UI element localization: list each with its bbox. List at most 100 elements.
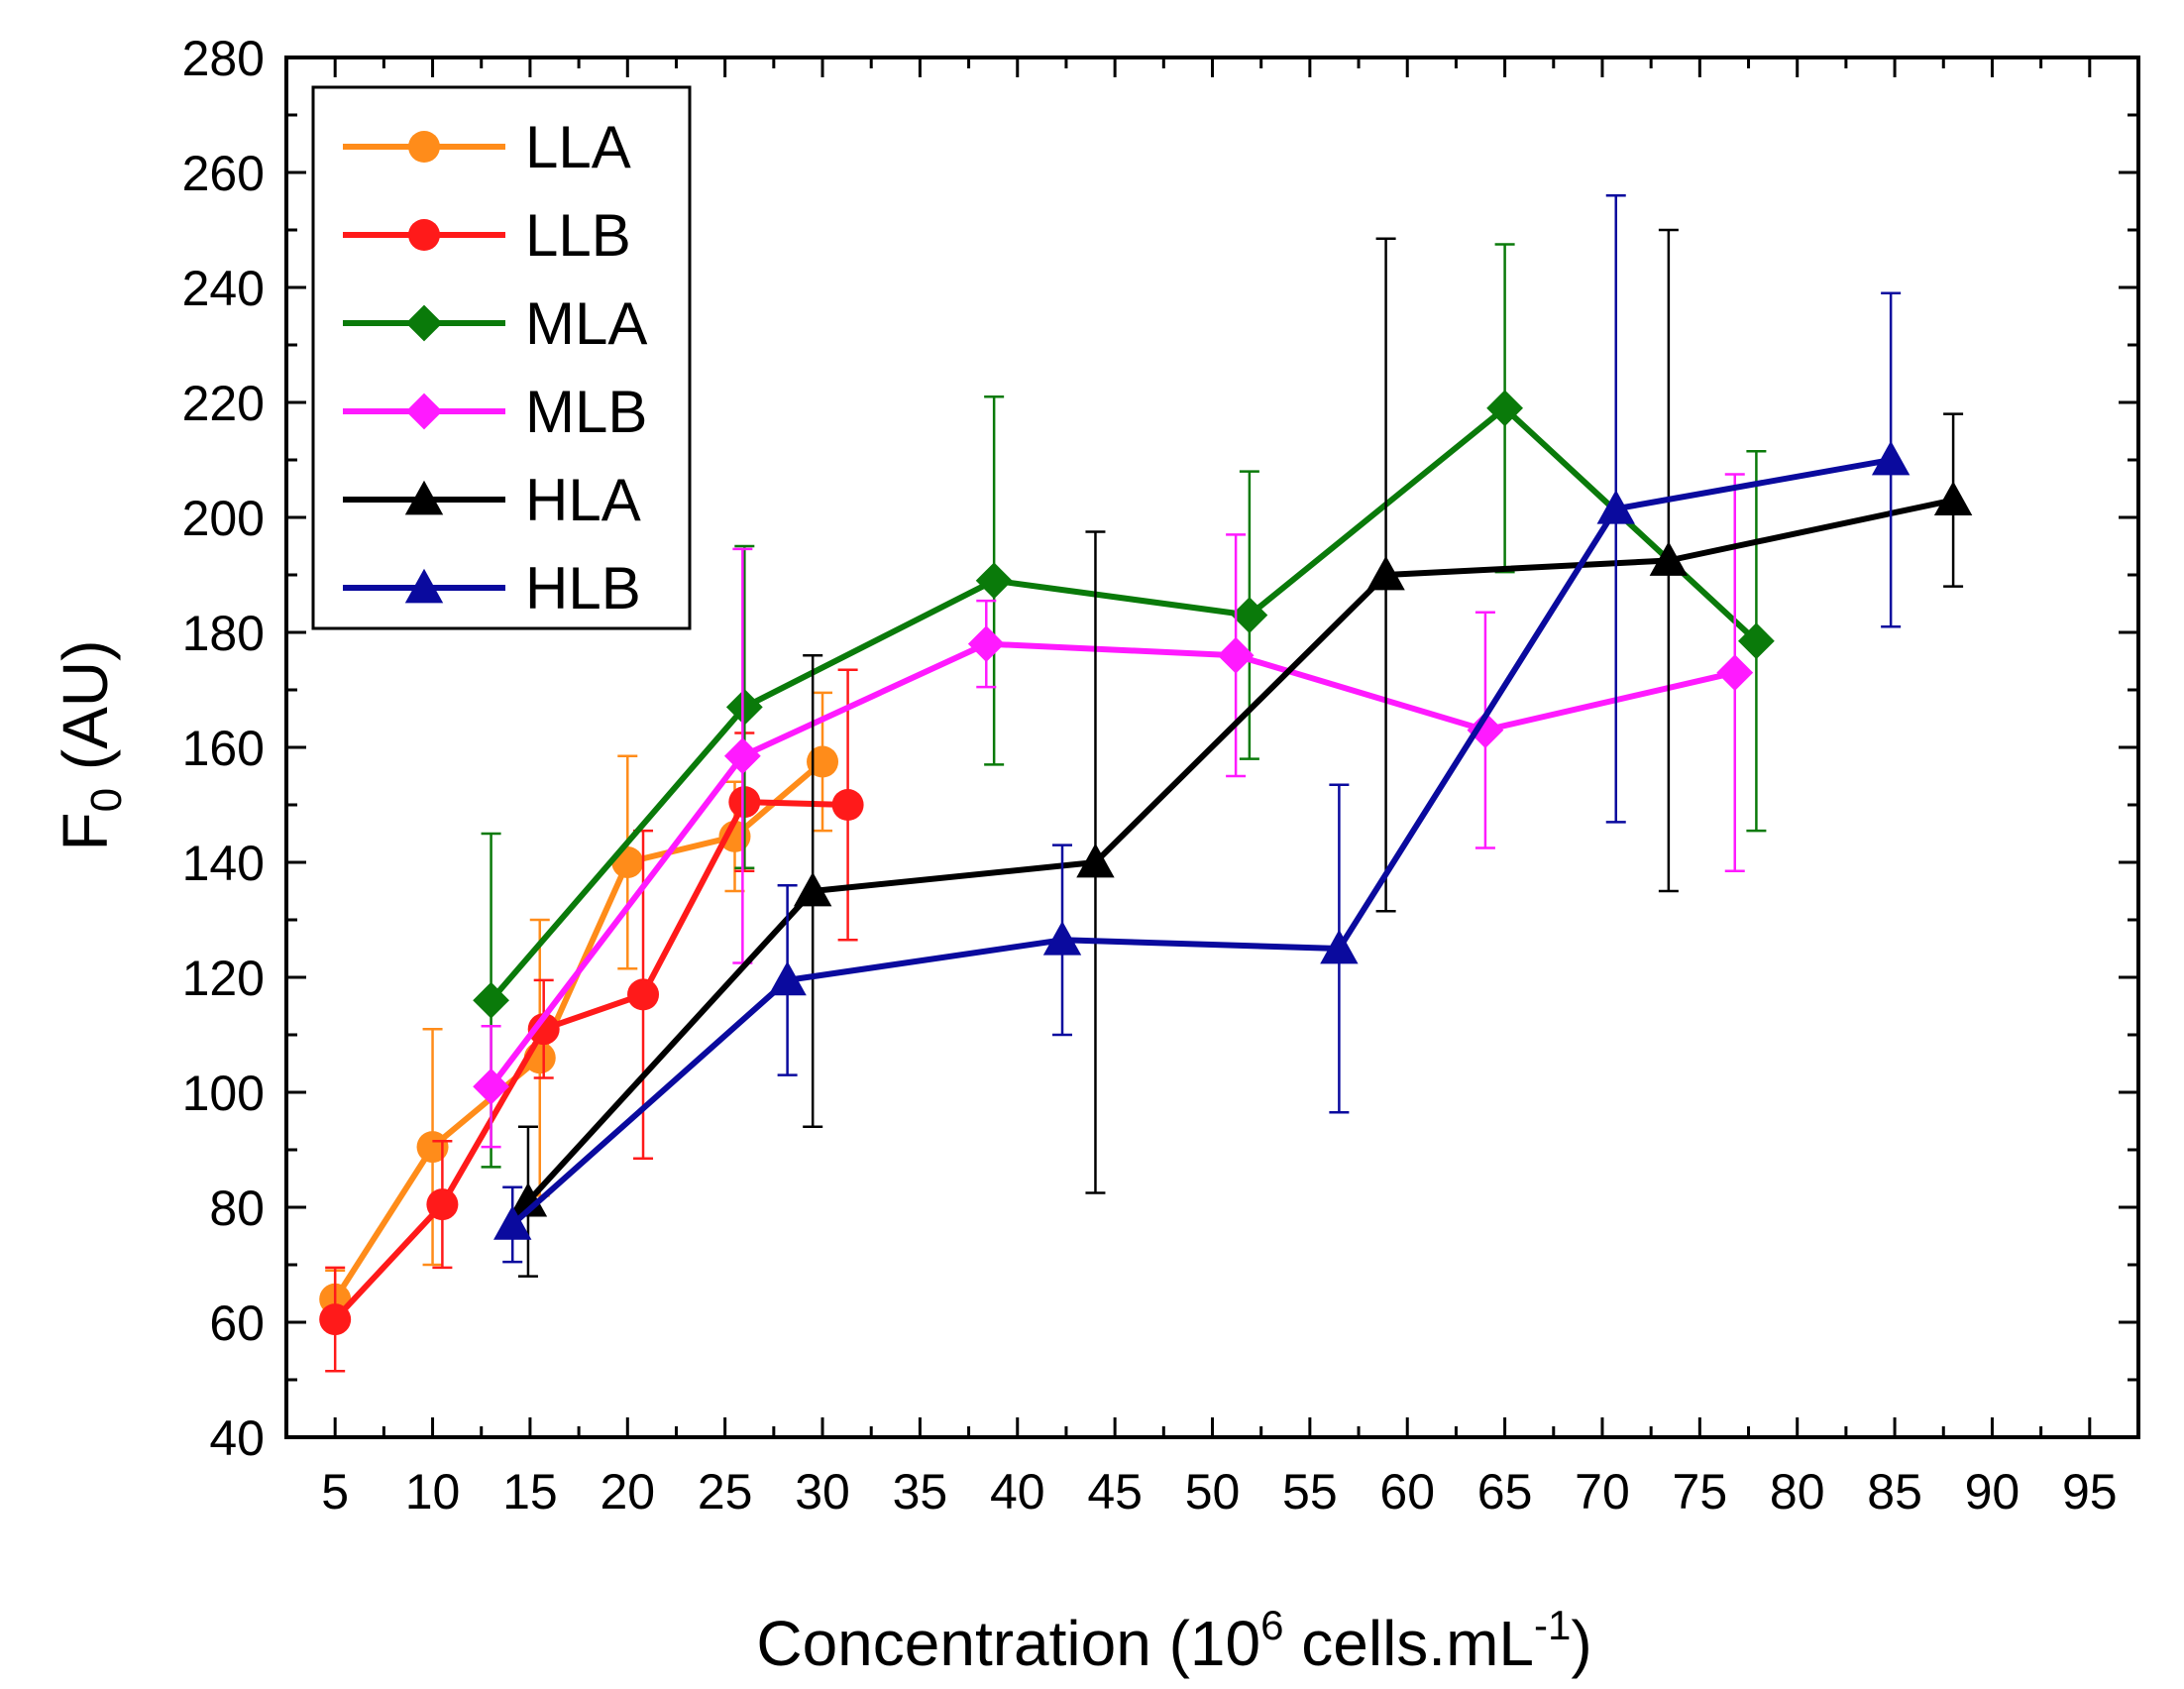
data-point-hla bbox=[508, 1182, 548, 1217]
series-hlb bbox=[493, 193, 1911, 1264]
x-axis-title-mid: cells.mL bbox=[1283, 1608, 1534, 1679]
x-tick-label: 65 bbox=[1477, 1464, 1533, 1520]
y-tick-label: 120 bbox=[182, 951, 265, 1006]
data-point-hla bbox=[1366, 555, 1405, 591]
data-point-hlb bbox=[1871, 440, 1911, 476]
data-point-mla bbox=[473, 981, 509, 1019]
y-tick-label: 220 bbox=[182, 376, 265, 431]
series-line-mlb bbox=[489, 640, 1736, 1089]
x-axis-title-main: Concentration (10 bbox=[756, 1608, 1260, 1679]
data-point-llb bbox=[627, 978, 660, 1011]
data-point-mla bbox=[1231, 597, 1268, 633]
x-tick-label: 80 bbox=[1770, 1464, 1825, 1520]
legend-marker-lla bbox=[408, 131, 440, 163]
data-point-llb bbox=[831, 789, 864, 821]
x-tick-label: 5 bbox=[321, 1464, 349, 1520]
legend-marker-hla bbox=[404, 480, 444, 515]
legend: LLA LLB MLA MLB HLA HLB bbox=[311, 85, 692, 630]
data-point-hla bbox=[1649, 541, 1689, 576]
data-point-mlb bbox=[723, 737, 761, 775]
data-point-mla bbox=[725, 689, 763, 726]
x-tick-label: 30 bbox=[795, 1464, 850, 1520]
data-point-hlb bbox=[493, 1205, 532, 1240]
y-tick-label: 180 bbox=[182, 606, 265, 661]
legend-label-mlb: MLB bbox=[525, 379, 647, 445]
x-tick-label: 55 bbox=[1282, 1464, 1338, 1520]
data-point-lla bbox=[807, 745, 839, 778]
data-point-mlb bbox=[473, 1068, 509, 1105]
series-line-llb bbox=[332, 799, 848, 1322]
y-tick-label: 40 bbox=[209, 1410, 265, 1466]
y-axis-title: F0 (AU) bbox=[50, 640, 131, 851]
legend-marker-llb bbox=[408, 219, 440, 251]
x-tick-label: 60 bbox=[1379, 1464, 1435, 1520]
x-tick-label: 20 bbox=[600, 1464, 655, 1520]
legend-label-mla: MLA bbox=[525, 290, 647, 357]
x-tick-label: 95 bbox=[2062, 1464, 2118, 1520]
data-point-mlb bbox=[1467, 712, 1504, 748]
y-axis-title-end: (AU) bbox=[50, 640, 121, 788]
x-tick-label: 25 bbox=[698, 1464, 753, 1520]
series-line-hlb bbox=[510, 457, 1892, 1227]
y-tick-label: 140 bbox=[182, 836, 265, 891]
data-point-hlb bbox=[768, 960, 807, 996]
data-point-mlb bbox=[1217, 636, 1255, 674]
x-tick-label: 15 bbox=[502, 1464, 558, 1520]
data-point-hlb bbox=[1042, 921, 1082, 956]
legend-label-hlb: HLB bbox=[525, 555, 641, 621]
legend-item-llb: LLB bbox=[343, 202, 631, 269]
legend-label-llb: LLB bbox=[525, 202, 631, 269]
x-tick-label: 10 bbox=[405, 1464, 461, 1520]
legend-item-hla: HLA bbox=[343, 467, 641, 533]
axes-layer: 5 10 15 20 25 30 35 40 45 50 55 60 65 70 75 80 85 90 95 40 6… bbox=[182, 31, 2140, 1520]
data-point-hla bbox=[1933, 481, 1973, 515]
series-mla bbox=[473, 243, 1775, 1169]
x-tick-label: 70 bbox=[1575, 1464, 1630, 1520]
data-point-hlb bbox=[1596, 490, 1635, 524]
data-point-mlb bbox=[967, 625, 1005, 662]
series-layer bbox=[319, 193, 1973, 1373]
series-line-hla bbox=[525, 497, 1954, 1204]
data-point-mla bbox=[975, 562, 1013, 600]
data-point-mlb bbox=[1716, 654, 1754, 691]
legend-marker-hlb bbox=[404, 568, 444, 604]
x-tick-label: 45 bbox=[1087, 1464, 1143, 1520]
x-tick-label: 50 bbox=[1185, 1464, 1241, 1520]
y-tick-label: 260 bbox=[182, 146, 265, 201]
y-tick-label: 80 bbox=[209, 1181, 265, 1236]
legend-marker-mla bbox=[405, 304, 443, 342]
data-point-llb bbox=[527, 1013, 560, 1046]
y-tick-label: 60 bbox=[209, 1295, 265, 1351]
x-tick-label: 40 bbox=[990, 1464, 1045, 1520]
legend-label-lla: LLA bbox=[525, 114, 631, 180]
x-tick-label: 75 bbox=[1673, 1464, 1728, 1520]
legend-item-mlb: MLB bbox=[343, 379, 647, 445]
data-point-hla bbox=[1076, 843, 1115, 878]
y-tick-label: 280 bbox=[182, 31, 265, 86]
series-line-mla bbox=[489, 404, 1759, 1003]
y-tick-label: 100 bbox=[182, 1066, 265, 1121]
y-tick-label: 240 bbox=[182, 261, 265, 316]
x-axis-title-sup1: 6 bbox=[1260, 1602, 1283, 1648]
data-point-lla bbox=[416, 1131, 449, 1164]
data-point-llb bbox=[319, 1303, 352, 1336]
x-axis-title-end: ) bbox=[1571, 1608, 1591, 1679]
legend-label-hla: HLA bbox=[525, 467, 641, 533]
data-point-llb bbox=[426, 1188, 459, 1221]
legend-box bbox=[311, 85, 692, 630]
x-axis-title-sup2: -1 bbox=[1534, 1602, 1571, 1648]
legend-item-lla: LLA bbox=[343, 114, 631, 180]
series-mlb bbox=[473, 473, 1754, 1149]
legend-marker-mlb bbox=[405, 393, 443, 430]
series-llb bbox=[319, 668, 864, 1373]
data-point-mla bbox=[1486, 390, 1524, 427]
series-lla bbox=[319, 691, 839, 1330]
legend-item-mla: MLA bbox=[343, 290, 647, 357]
x-tick-label: 90 bbox=[1965, 1464, 2020, 1520]
y-axis-title-main: F bbox=[50, 812, 121, 850]
y-axis-title-sub: 0 bbox=[82, 788, 131, 812]
x-tick-label: 85 bbox=[1867, 1464, 1922, 1520]
data-point-hla bbox=[793, 871, 832, 907]
y-tick-label: 200 bbox=[182, 491, 265, 546]
